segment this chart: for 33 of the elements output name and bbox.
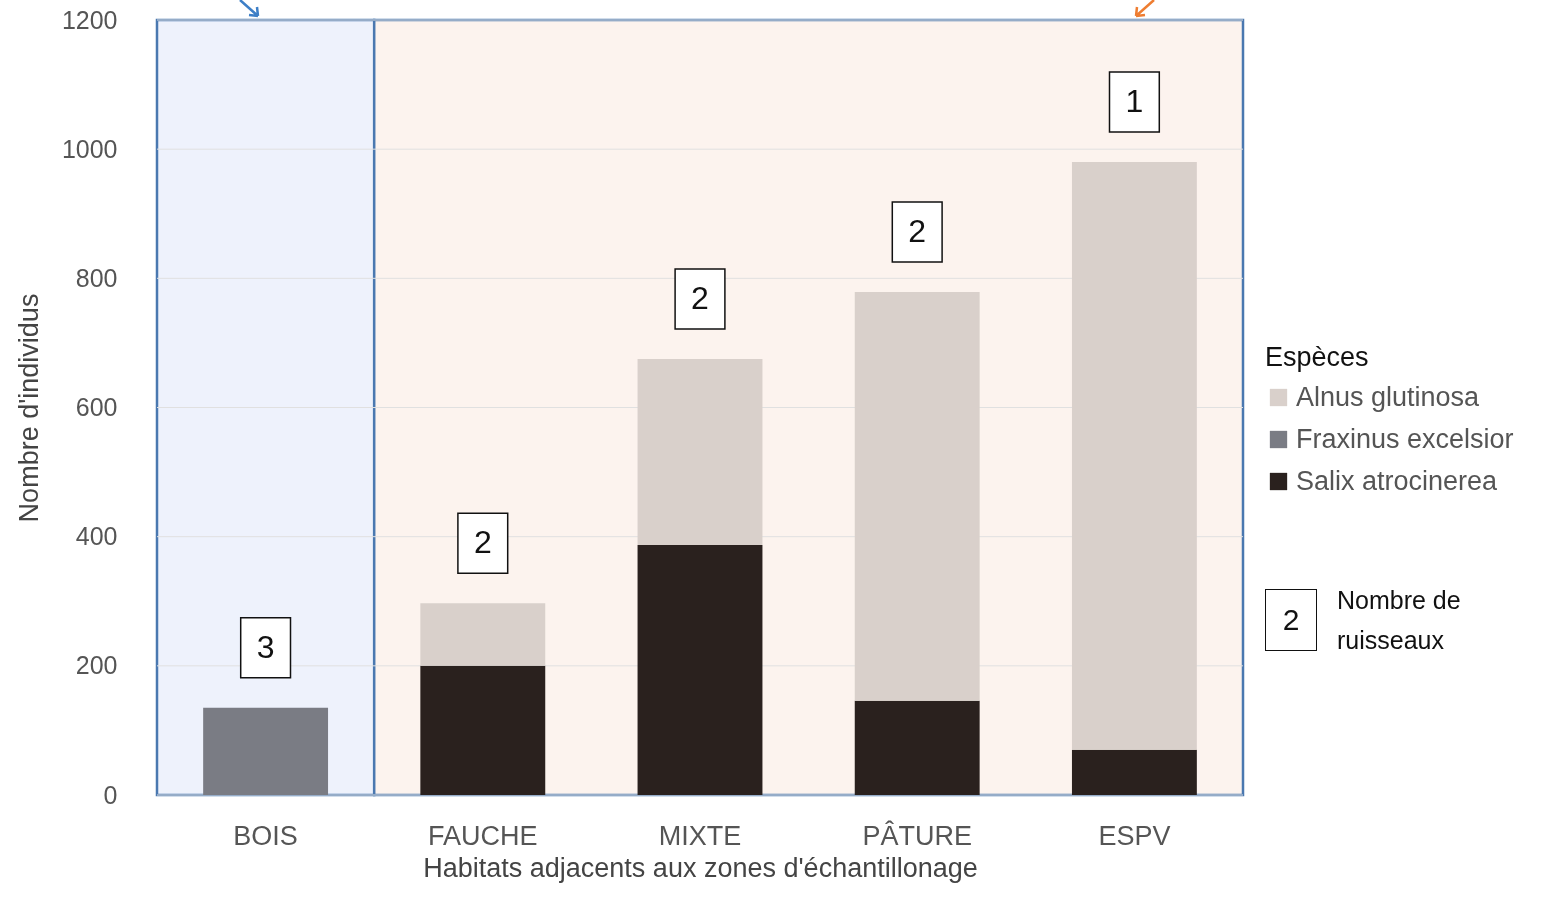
x-tick-label: MIXTE [658,820,742,851]
y-tick-label: 400 [75,522,118,551]
legend-label: Salix atrocinerea [1296,465,1499,496]
y-axis-title: Nombre d'individus [13,293,44,523]
bar [203,707,329,795]
x-axis-title: Habitats adjacents aux zones d'échantillonage [423,852,978,883]
x-tick-label: PÂTURE [862,819,972,851]
legend-label: Fraxinus excelsior [1296,423,1514,454]
annotation: 2 [473,524,492,561]
x-tick-label: FAUCHE [428,820,538,851]
bar [854,291,980,701]
x-tick-label: ESPV [1098,820,1171,851]
annotation: 2 [908,212,927,249]
bar [637,545,763,795]
legend-title: Espèces [1265,342,1369,372]
y-tick-label: 1000 [61,134,118,163]
annotation: 2 [691,280,709,317]
annotation: 3 [256,628,275,665]
bar [1071,162,1197,750]
y-tick-label: 800 [75,263,118,292]
y-tick-label: 1200 [61,5,118,34]
bar [1071,749,1197,795]
legend-label: Alnus glutinosa [1296,381,1481,412]
bar [854,700,980,795]
bar [637,359,763,546]
bar [420,665,546,795]
bar [420,603,546,666]
annotation: 1 [1125,83,1144,120]
x-tick-label: BOIS [233,820,298,851]
y-tick-label: 0 [103,780,118,809]
y-tick-label: 600 [75,393,118,421]
text: 2 Nombre de ruisseaux [1282,586,1461,654]
y-tick-label: 200 [75,651,118,680]
